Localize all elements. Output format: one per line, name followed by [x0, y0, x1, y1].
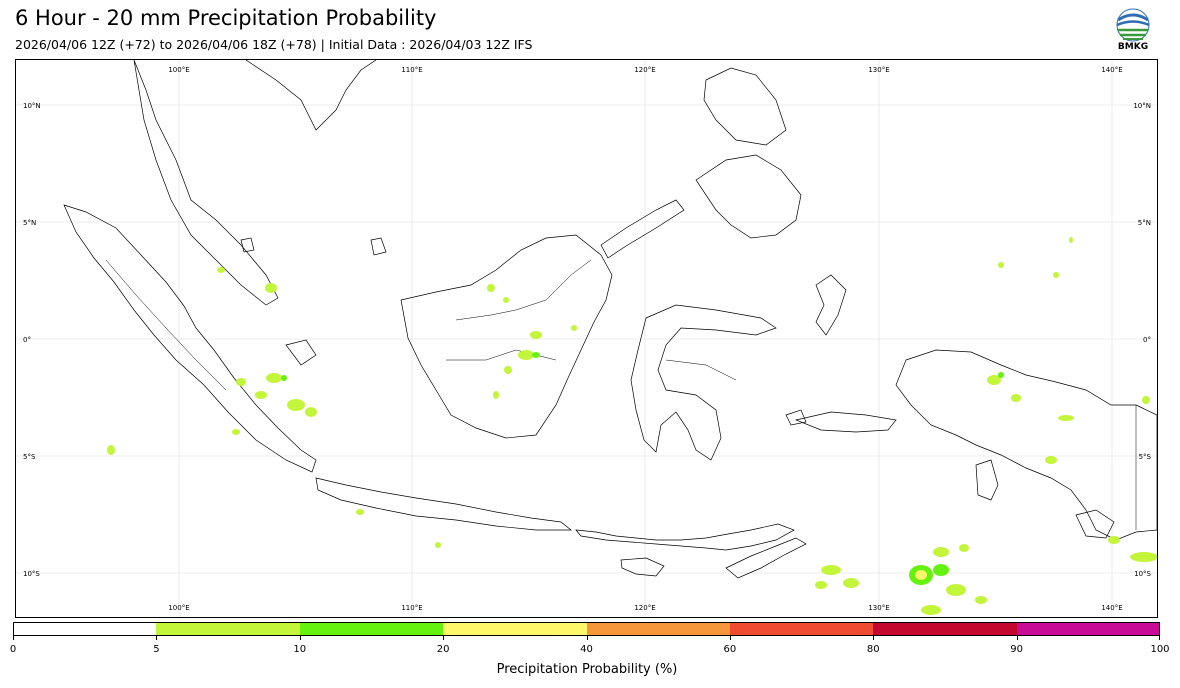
colorbar-tick [729, 636, 731, 640]
precip-10-20 [281, 352, 1004, 585]
lon-label: 120°E [634, 66, 655, 74]
indonesia-map: 100°E 110°E 120°E 130°E 140°E 100°E 110°… [16, 60, 1157, 617]
graticule [16, 60, 1157, 617]
lat-label: 10°S [1134, 570, 1151, 578]
lon-label: 110°E [401, 604, 422, 612]
lat-label: 5°N [23, 219, 36, 227]
map-panel[interactable]: 100°E 110°E 120°E 130°E 140°E 100°E 110°… [15, 59, 1158, 618]
new-guinea-outline [895, 349, 1157, 541]
lon-label: 130°E [868, 66, 889, 74]
colorbar [13, 622, 1160, 636]
colorbar-title: Precipitation Probability (%) [496, 662, 678, 677]
malay-peninsula-outline [133, 60, 279, 306]
colorbar-tick [1159, 636, 1160, 640]
sulawesi-outline [630, 304, 777, 461]
lon-label: 130°E [868, 604, 889, 612]
colorbar-segment [729, 622, 875, 636]
colorbar-segment [1016, 622, 1160, 636]
colorbar-tick [443, 636, 445, 640]
colorbar-tick-label: 80 [866, 644, 880, 655]
colorbar-tick-label: 0 [9, 644, 17, 655]
palawan-outline [600, 199, 685, 259]
lon-labels-bottom: 100°E 110°E 120°E 130°E 140°E [168, 604, 1122, 612]
colorbar-tick-label: 100 [1150, 644, 1170, 655]
lat-label: 5°S [23, 453, 36, 461]
colorbar-tick-label: 90 [1010, 644, 1023, 655]
mindanao-outline [695, 154, 802, 239]
colorbar-tick [13, 636, 14, 640]
colorbar-tick [156, 636, 158, 640]
lat-labels-left: 10°N 5°N 0° 5°S 10°S [23, 102, 41, 578]
indochina-outline [245, 60, 377, 131]
precip-20-40 [915, 570, 927, 580]
lon-label: 100°E [168, 66, 189, 74]
colorbar-tick [299, 636, 301, 640]
map-title: 6 Hour - 20 mm Precipitation Probability [15, 6, 437, 30]
bmkg-logo-icon [1116, 8, 1150, 42]
lon-label: 140°E [1101, 604, 1122, 612]
colorbar-segment [873, 622, 1018, 636]
colorbar-segment [586, 622, 731, 636]
lon-labels-top: 100°E 110°E 120°E 130°E 140°E [168, 66, 1122, 74]
colorbar-tick-label: 10 [293, 644, 307, 655]
map-subtitle: 2026/04/06 12Z (+72) to 2026/04/06 18Z (… [15, 37, 533, 52]
java-outline [315, 477, 572, 531]
colorbar-tick [586, 636, 588, 640]
lon-label: 140°E [1101, 66, 1122, 74]
logo-text: BMKG [1117, 42, 1149, 52]
lat-label: 0° [23, 336, 31, 344]
lon-label: 110°E [401, 66, 422, 74]
coastlines [63, 60, 1157, 579]
colorbar-tick [873, 636, 875, 640]
lon-label: 100°E [168, 604, 189, 612]
lat-label: 0° [1143, 336, 1151, 344]
colorbar-segment [299, 622, 445, 636]
lat-label: 5°N [1138, 219, 1151, 227]
colorbar-segment [156, 622, 301, 636]
lat-label: 10°N [1133, 102, 1151, 110]
timor-outline [725, 537, 807, 579]
lon-label: 120°E [634, 604, 655, 612]
sumba-outline [620, 557, 665, 577]
luzon-visayas-outline [703, 67, 787, 146]
borneo-outline [400, 234, 613, 439]
lat-label: 5°S [1139, 453, 1152, 461]
colorbar-tick-label: 5 [153, 644, 160, 655]
colorbar-tick-label: 40 [580, 644, 593, 655]
precip-5-10 [107, 237, 1157, 615]
colorbar-segment [13, 622, 158, 636]
colorbar-tick-label: 20 [436, 644, 450, 655]
colorbar-segment [443, 622, 588, 636]
colorbar-tick [1016, 636, 1018, 640]
sumatra-outline [63, 204, 317, 473]
colorbar-tick-label: 60 [723, 644, 737, 655]
lat-label: 10°S [23, 570, 40, 578]
lat-labels-right: 10°N 5°N 0° 5°S 10°S [1133, 102, 1151, 578]
lat-label: 10°N [23, 102, 41, 110]
seram-outline [794, 411, 897, 433]
